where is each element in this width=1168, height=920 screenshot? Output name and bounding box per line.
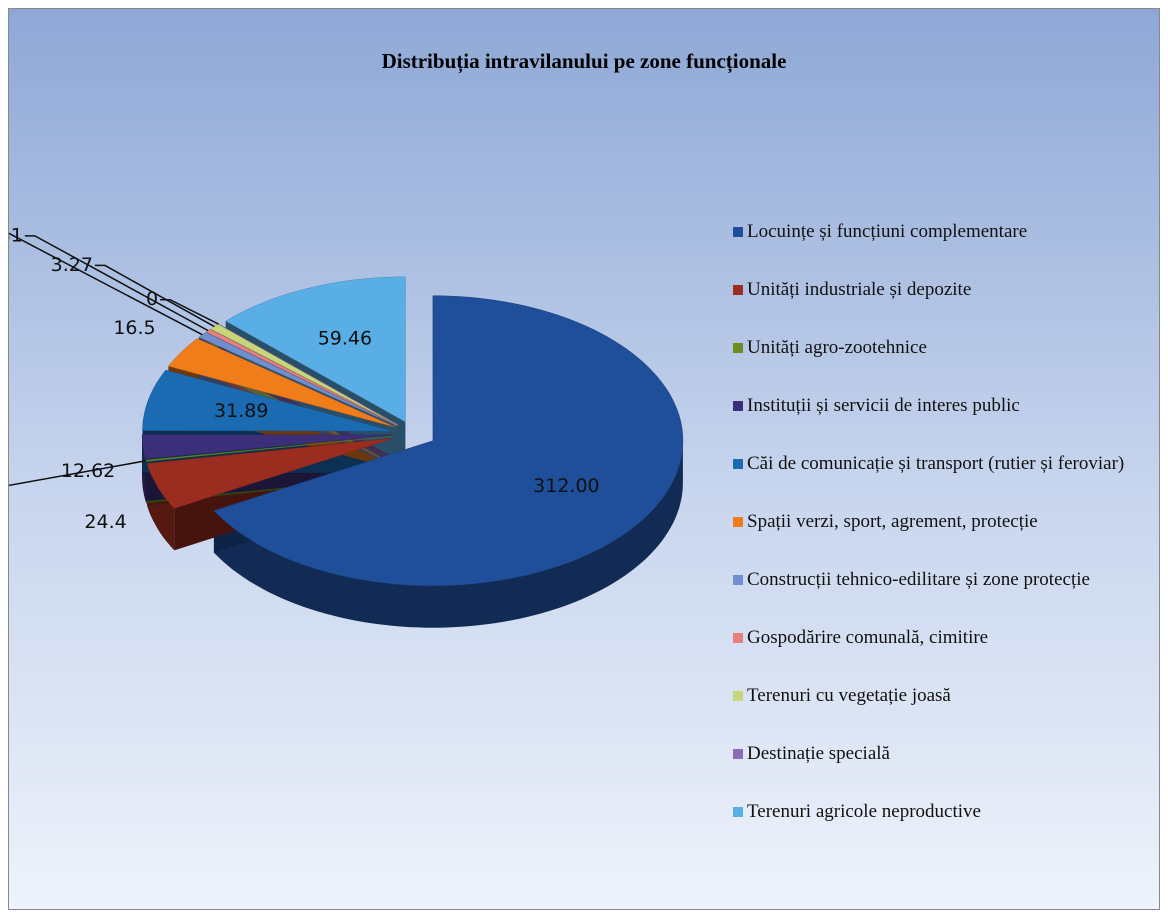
- legend-label: Construcții tehnico-edilitare și zone pr…: [747, 569, 1090, 590]
- leader-line: [9, 232, 203, 336]
- leader-line: [160, 298, 219, 325]
- slice: [210, 323, 398, 426]
- legend-label: Căi de comunicație și transport (rutier …: [747, 453, 1125, 474]
- legend-label: Gospodărire comunală, cimitire: [747, 627, 989, 648]
- data-label: 3.27: [51, 254, 93, 276]
- legend-swatch: [733, 459, 743, 469]
- data-label: 312.00: [533, 475, 599, 497]
- legend-swatch: [733, 285, 743, 295]
- leader-line: [24, 235, 209, 332]
- leader-line: [94, 264, 215, 328]
- slice: [218, 323, 399, 426]
- legend-label: Spații verzi, sport, agrement, protecție: [747, 511, 1038, 532]
- legend-swatch: [733, 633, 743, 643]
- chart: Distribuția intravilanului pe zone funcț…: [9, 49, 787, 628]
- legend-item: Terenuri cu vegetație joasă: [731, 685, 1161, 743]
- legend-label: Terenuri cu vegetație joasă: [747, 685, 951, 706]
- slice: [141, 434, 393, 460]
- slice-side: [213, 440, 683, 628]
- legend-swatch: [733, 517, 743, 527]
- legend-item: Destinație specială: [731, 743, 1161, 801]
- legend-swatch: [733, 691, 743, 701]
- legend-item: Locuințe și funcțiuni complementare: [731, 221, 1161, 279]
- legend-label: Terenuri agricole neproductive: [747, 801, 981, 822]
- legend-swatch: [733, 575, 743, 585]
- legend-label: Destinație specială: [747, 743, 890, 764]
- legend-item: Gospodărire comunală, cimitire: [731, 627, 1161, 685]
- legend-item: Unități industriale și depozite: [731, 279, 1161, 337]
- legend-label: Unități industriale și depozite: [747, 279, 972, 300]
- slice: [225, 276, 406, 423]
- legend-label: Unități agro-zootehnice: [747, 337, 927, 358]
- legend-item: Spații verzi, sport, agrement, protecție: [731, 511, 1161, 569]
- legend-item: Construcții tehnico-edilitare și zone pr…: [731, 569, 1161, 627]
- legend-label: Instituții și servicii de interes public: [747, 395, 1020, 416]
- leader-line: [9, 460, 147, 487]
- legend-item: Unități agro-zootehnice: [731, 337, 1161, 395]
- data-label: 1.81: [9, 224, 23, 246]
- data-label: 24.4: [84, 511, 126, 533]
- legend: Locuințe și funcțiuni complementare Unită…: [731, 221, 1161, 859]
- slice: [167, 338, 396, 428]
- data-label: 16.5: [113, 317, 155, 339]
- slice: [146, 438, 394, 509]
- legend-label: Locuințe și funcțiuni complementare: [747, 221, 1028, 242]
- legend-swatch: [733, 749, 743, 759]
- slice: [198, 332, 397, 426]
- legend-swatch: [733, 227, 743, 237]
- legend-item: Terenuri agricole neproductive: [731, 801, 1161, 859]
- legend-item: Instituții și servicii de interes public: [731, 395, 1161, 453]
- data-label: 59.46: [318, 328, 372, 350]
- slice: [213, 295, 684, 586]
- chart-frame: Distribuția intravilanului pe zone funcț…: [8, 8, 1160, 910]
- chart-title: Distribuția intravilanului pe zone funcț…: [382, 49, 787, 74]
- slice: [142, 369, 393, 432]
- legend-swatch: [733, 401, 743, 411]
- legend-item: Căi de comunicație și transport (rutier …: [731, 453, 1161, 511]
- legend-swatch: [733, 343, 743, 353]
- data-label: 31.89: [214, 400, 268, 422]
- legend-swatch: [733, 807, 743, 817]
